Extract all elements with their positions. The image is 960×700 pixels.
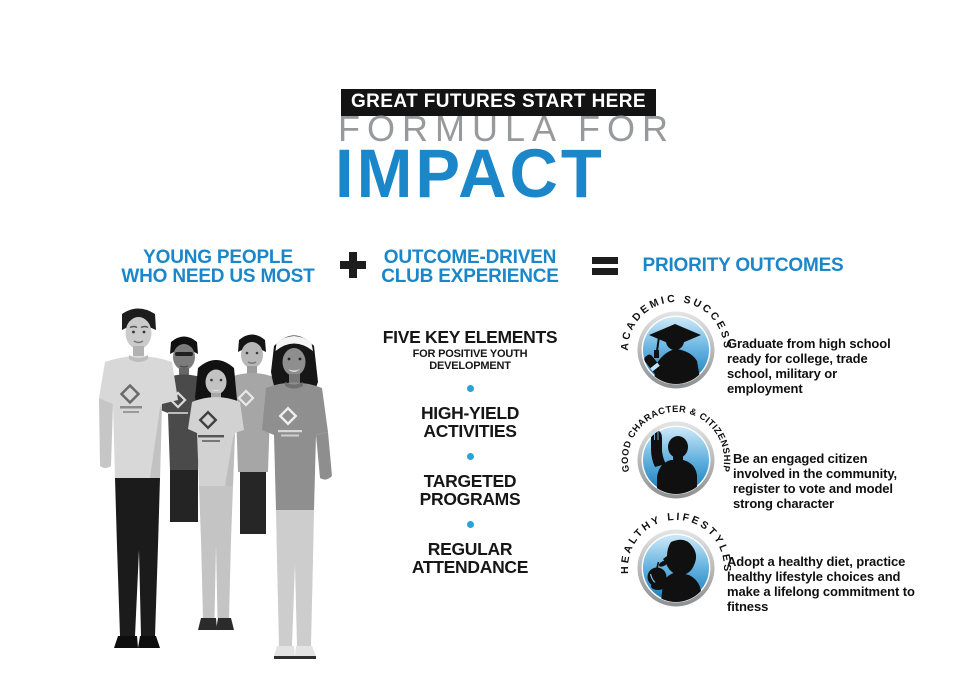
bullet-dot [466, 521, 474, 528]
list-item-regular: REGULAR ATTENDANCE [375, 540, 565, 576]
heading-young-people: YOUNG PEOPLE WHO NEED US MOST [113, 248, 323, 286]
outcome-description-healthy: Adopt a healthy diet, practice healthy l… [727, 554, 915, 614]
graduate-cap-icon [644, 324, 701, 384]
outcome-description-character: Be an engaged citizen involved in the co… [733, 451, 898, 511]
apple-profile-icon [647, 539, 701, 602]
badge-healthy-lifestyles: HEALTHY LIFESTYLES [621, 511, 730, 607]
list-item-high-yield: HIGH-YIELD ACTIVITIES [375, 404, 565, 440]
bullet-dot [466, 453, 474, 460]
badge-academic-success: ACADEMIC SUCCESS [621, 293, 731, 389]
heading-club-experience-line1: OUTCOME-DRIVEN [383, 247, 557, 268]
outcome-description-academic: Graduate from high school ready for coll… [727, 336, 891, 396]
item-line: HIGH-YIELD [420, 403, 520, 423]
oath-hand-icon [651, 430, 697, 494]
item-line: PROGRAMS [419, 489, 521, 509]
five-key-elements-subheading: FOR POSITIVE YOUTH DEVELOPMENT [412, 348, 528, 372]
heading-club-experience: OUTCOME-DRIVEN CLUB EXPERIENCE [365, 248, 575, 286]
group-photo-illustration [99, 308, 332, 659]
person-3 [188, 360, 244, 630]
five-key-elements-heading: FIVE KEY ELEMENTS [382, 327, 558, 347]
five-key-elements-list: FIVE KEY ELEMENTS FOR POSITIVE YOUTH DEV… [375, 328, 565, 576]
item-line: REGULAR [427, 539, 513, 559]
heading-young-people-line1: YOUNG PEOPLE [143, 247, 293, 268]
plus-icon [340, 252, 366, 278]
impact-title: IMPACT [335, 135, 605, 213]
heading-club-experience-line2: CLUB EXPERIENCE [381, 266, 559, 287]
heading-priority-outcomes: PRIORITY OUTCOMES [642, 255, 844, 276]
badge-good-character: GOOD CHARACTER & CITIZENSHIP [621, 404, 731, 499]
bullet-dot [466, 385, 474, 392]
person-1 [99, 308, 178, 648]
person-5 [262, 335, 332, 659]
item-line: ACTIVITIES [423, 421, 517, 441]
equals-icon [592, 257, 618, 275]
banner-great-futures: GREAT FUTURES START HERE [341, 89, 656, 116]
formula-for-line: FORMULA FOR [338, 108, 676, 149]
heading-young-people-line2: WHO NEED US MOST [121, 266, 315, 287]
list-item-targeted: TARGETED PROGRAMS [375, 472, 565, 508]
item-line: TARGETED [423, 471, 517, 491]
item-line: ATTENDANCE [411, 557, 529, 577]
